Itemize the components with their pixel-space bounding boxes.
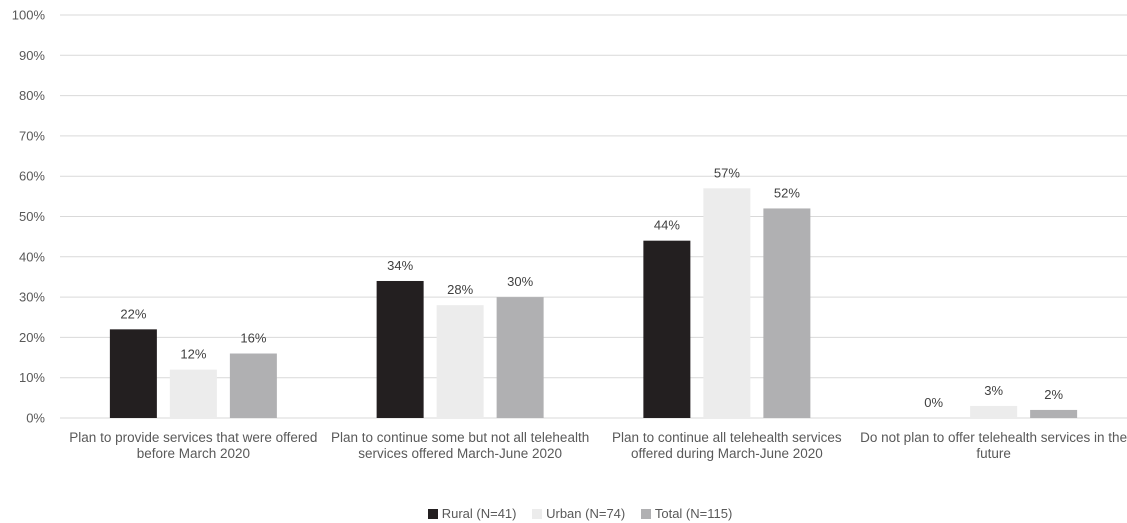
y-tick-label: 70% (19, 128, 45, 143)
legend-item-total: Total (N=115) (640, 506, 733, 521)
y-tick-label: 60% (19, 169, 45, 184)
y-tick-label: 50% (19, 209, 45, 224)
legend-swatch (427, 509, 438, 519)
bars (109, 188, 1078, 418)
data-label: 16% (240, 331, 266, 346)
bar (376, 280, 424, 418)
bar (109, 329, 157, 418)
legend-swatch (532, 509, 543, 519)
data-labels: 22% 12% 16% 34% 28% 30% 44% 57% 52% 0% 3% 2% (120, 165, 1063, 410)
y-tick-label: 80% (19, 88, 45, 103)
bar (1030, 409, 1078, 418)
y-tick-label: 100% (12, 8, 46, 23)
bar (169, 369, 217, 418)
bar (496, 297, 544, 418)
data-label: 44% (654, 218, 680, 233)
legend-item-rural: Rural (N=41) (427, 506, 517, 521)
data-label: 3% (984, 383, 1003, 398)
category-label: Plan to continue all telehealth services… (612, 430, 842, 461)
y-tick-label: 20% (19, 330, 45, 345)
category-label: Plan to provide services that were offer… (69, 430, 318, 461)
legend-label: Urban (N=74) (546, 506, 626, 521)
data-label: 0% (924, 395, 943, 410)
data-label: 2% (1044, 387, 1063, 402)
y-tick-label: 0% (26, 411, 45, 426)
data-label: 28% (447, 282, 473, 297)
bar (643, 240, 691, 418)
data-label: 57% (714, 165, 740, 180)
legend-label: Total (N=115) (654, 506, 733, 521)
data-label: 12% (180, 347, 206, 362)
legend-label: Rural (N=41) (441, 506, 517, 521)
data-label: 30% (507, 274, 533, 289)
gridlines (60, 14, 1127, 419)
y-tick-label: 40% (19, 249, 45, 264)
data-label: 22% (120, 306, 146, 321)
legend-swatch (640, 509, 651, 519)
y-tick-label: 30% (19, 290, 45, 305)
bar (229, 353, 277, 418)
bar (763, 208, 811, 418)
legend-item-urban: Urban (N=74) (532, 506, 625, 521)
y-axis-ticks: 0% 10% 20% 30% 40% 50% 60% 70% 80% 90% 100% (12, 8, 46, 426)
bar (436, 305, 484, 418)
bar (970, 405, 1018, 418)
y-tick-label: 10% (19, 370, 45, 385)
data-label: 52% (774, 185, 800, 200)
data-label: 34% (387, 258, 413, 273)
y-tick-label: 90% (19, 48, 45, 63)
legend: Rural (N=41) Urban (N=74) Total (N=115) (0, 506, 1127, 521)
category-label: Plan to continue some but not all telehe… (331, 430, 590, 461)
category-label: Do not plan to offer telehealth services… (860, 430, 1127, 461)
bar (703, 188, 751, 418)
